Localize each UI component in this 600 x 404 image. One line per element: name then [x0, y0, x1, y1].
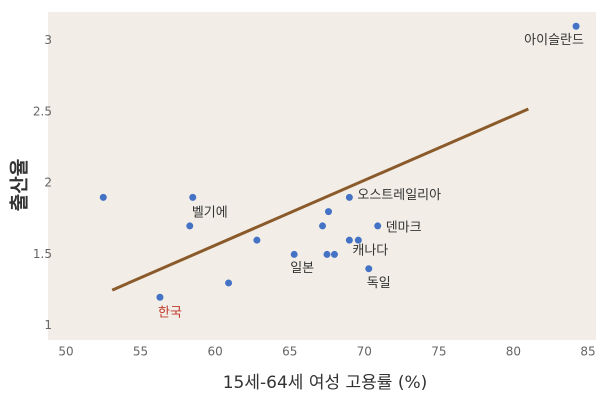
- trend-line: [111, 107, 529, 292]
- point-label: 일본: [290, 261, 314, 276]
- x-tick-label: 70: [357, 345, 372, 359]
- x-tick-label: 65: [282, 345, 297, 359]
- x-tick-label: 75: [431, 345, 446, 359]
- point-label: 독일: [367, 276, 391, 291]
- point-label: 아이슬란드: [524, 33, 584, 48]
- point: [225, 279, 233, 287]
- x-tick-label: 60: [208, 345, 223, 359]
- x-tick-label: 55: [133, 345, 148, 359]
- point: [156, 293, 164, 301]
- point: [186, 222, 194, 230]
- x-axis-label: 15세-64세 여성 고용률 (%): [223, 373, 428, 393]
- point-label: 캐나다: [352, 244, 388, 259]
- point: [99, 193, 107, 201]
- point: [330, 250, 338, 258]
- y-tick-label: 1.5: [33, 247, 52, 261]
- point: [319, 222, 327, 230]
- point: [324, 208, 332, 216]
- y-tick-label: 2.5: [33, 104, 52, 118]
- point-label: 덴마크: [386, 220, 422, 235]
- point: [290, 250, 298, 258]
- point-label: 오스트레일리아: [357, 188, 441, 203]
- point: [345, 236, 353, 244]
- point-label: 벨기에: [192, 205, 228, 220]
- point: [365, 265, 373, 273]
- y-axis-label: 출산율: [9, 159, 31, 211]
- point: [374, 222, 382, 230]
- x-tick-label: 50: [58, 345, 73, 359]
- point: [323, 250, 331, 258]
- x-tick-label: 85: [580, 345, 595, 359]
- y-tick-label: 3: [44, 33, 52, 47]
- x-tick-label: 80: [506, 345, 521, 359]
- point-label: 한국: [158, 306, 182, 321]
- y-tick-label: 1: [44, 318, 52, 332]
- y-tick-label: 2: [44, 176, 52, 190]
- point: [354, 236, 362, 244]
- point: [189, 193, 197, 201]
- plot-background: [48, 12, 596, 340]
- point: [572, 22, 580, 30]
- point: [253, 236, 261, 244]
- point: [345, 193, 353, 201]
